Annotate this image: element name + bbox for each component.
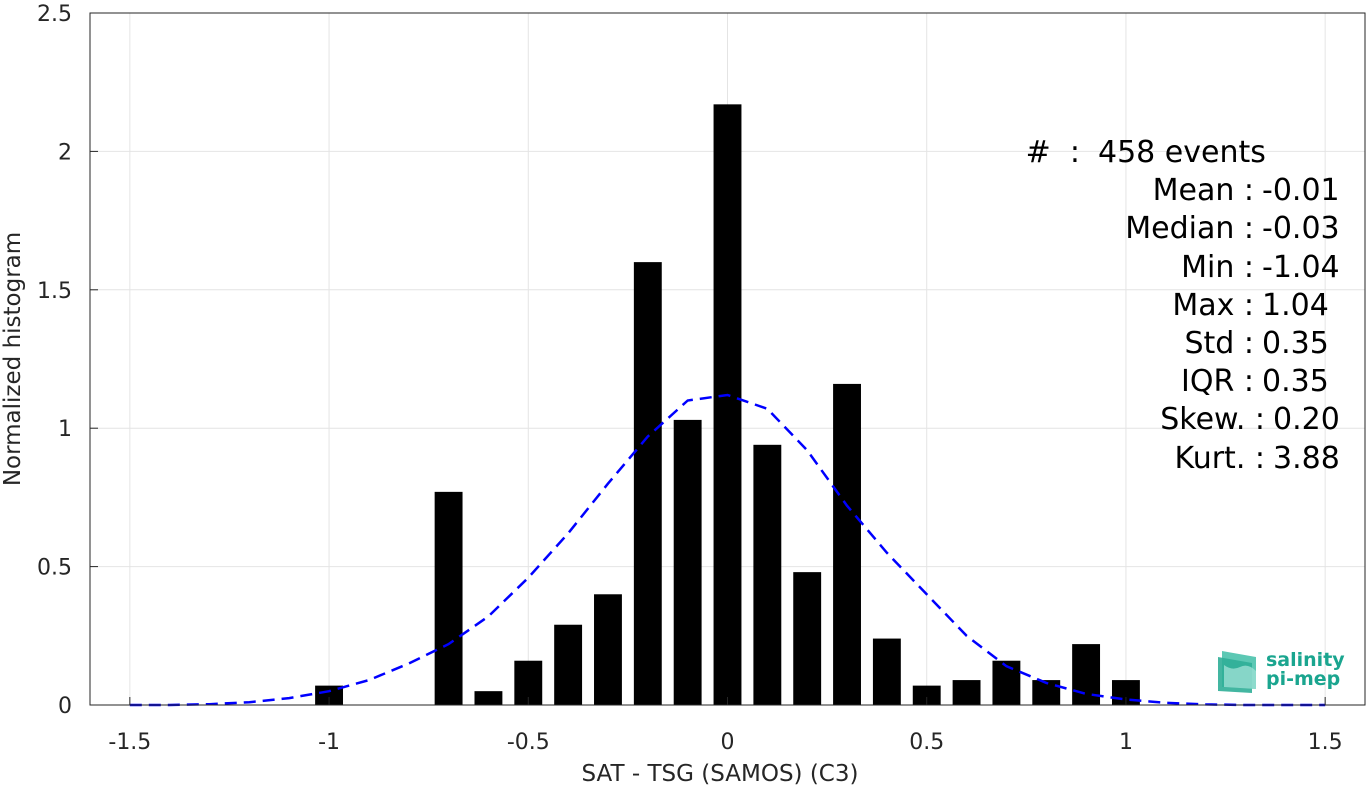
histogram-bar — [833, 383, 861, 705]
y-tick-label: 0 — [58, 694, 72, 719]
histogram-bar — [673, 419, 702, 705]
y-axis-label: Normalized histogram — [0, 232, 26, 486]
stat-row: Median : -0.03 — [1000, 210, 1339, 248]
wave-logo-icon — [1218, 651, 1256, 693]
histogram-bar — [912, 685, 941, 705]
statistics-box: # : 458 events Mean : -0.01 Median : -0.03 Min… — [1000, 134, 1340, 478]
histogram-bar — [872, 638, 901, 705]
stat-row: Std :0.35 — [1000, 325, 1329, 363]
y-tick-label: 0.5 — [37, 556, 72, 581]
stat-value: -0.03 — [1262, 211, 1340, 247]
stat-label: Min : — [1181, 249, 1254, 285]
x-tick-label: 1 — [1119, 730, 1133, 755]
stat-row: IQR :0.35 — [1000, 363, 1329, 401]
histogram-bar — [594, 594, 622, 705]
histogram-bar — [992, 660, 1021, 705]
stat-row: # : 458 events — [1000, 134, 1320, 172]
histogram-bar — [434, 491, 463, 705]
stat-label: IQR : — [1181, 364, 1254, 400]
x-tick-label: 0.5 — [909, 730, 944, 755]
stat-label: Mean : — [1152, 173, 1254, 209]
y-tick-label: 1 — [58, 417, 72, 442]
stat-label: Std : — [1184, 325, 1255, 361]
histogram-bars — [315, 104, 1140, 706]
x-tick-label: -1 — [318, 730, 340, 755]
stat-label: Skew. : — [1160, 402, 1265, 438]
stat-value: 1.04 — [1262, 287, 1329, 323]
x-tick-label: 0 — [721, 730, 735, 755]
histogram-bar — [315, 685, 344, 705]
y-tick-label: 2.5 — [37, 2, 72, 27]
stat-label: Kurt. : — [1174, 440, 1265, 476]
histogram-bar — [952, 680, 981, 705]
stat-value: 3.88 — [1273, 440, 1340, 476]
logo-text-pi-mep: pi-mep — [1266, 668, 1341, 690]
stat-row: Mean : -0.01 — [1000, 172, 1340, 210]
y-tick-label: 1.5 — [37, 279, 72, 304]
salinity-pi-mep-logo: salinity pi-mep — [1216, 645, 1346, 695]
stat-label: # : — [1025, 135, 1080, 170]
stat-row: Min : -1.04 — [1000, 249, 1340, 287]
histogram-bar — [633, 262, 662, 705]
histogram-bar — [474, 691, 503, 705]
stat-value: 0.20 — [1273, 402, 1340, 438]
histogram-bar — [793, 572, 822, 705]
stat-label: Max : — [1172, 287, 1254, 323]
logo-text-salinity: salinity — [1266, 649, 1345, 671]
stat-row: Kurt. :3.88 — [1000, 440, 1340, 478]
x-axis-label: SAT - TSG (SAMOS) (C3) — [582, 761, 859, 785]
x-tick-label: 1.5 — [1308, 730, 1343, 755]
stat-label: Median : — [1125, 211, 1254, 247]
stat-value: 0.35 — [1262, 325, 1329, 361]
stat-row: Skew. :0.20 — [1000, 401, 1340, 439]
histogram-bar — [713, 104, 742, 706]
stat-value: 0.35 — [1262, 364, 1329, 400]
y-axis-ticks: 0 0.5 1 1.5 2 2.5 — [37, 2, 98, 719]
y-tick-label: 2 — [58, 140, 72, 165]
x-tick-label: -1.5 — [108, 730, 151, 755]
stat-row: Max :1.04 — [1000, 287, 1328, 325]
normal-fit-curve — [129, 393, 1326, 707]
x-axis-ticks: -1.5 -1 -0.5 0 0.5 1 1.5 — [108, 697, 1343, 755]
histogram-bar — [753, 444, 782, 705]
stat-value: -1.04 — [1262, 249, 1340, 285]
histogram-bar — [554, 624, 583, 705]
stat-value: 458 events — [1098, 135, 1266, 170]
x-tick-label: -0.5 — [507, 730, 550, 755]
stat-value: -0.01 — [1262, 173, 1340, 209]
